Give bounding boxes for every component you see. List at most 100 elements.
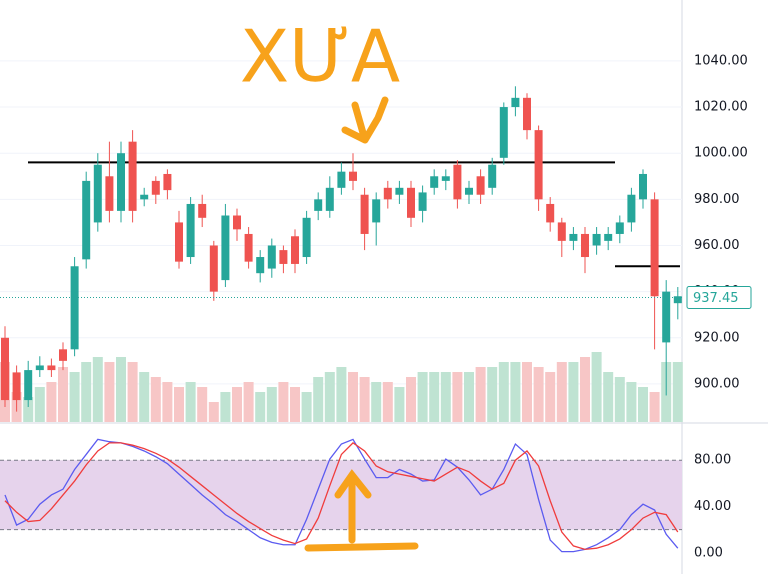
candle-body xyxy=(82,180,91,260)
volume-bar xyxy=(556,362,567,422)
volume-bar xyxy=(116,357,126,422)
volume-bar xyxy=(185,382,196,422)
volume-bar xyxy=(533,367,544,422)
volume-bar xyxy=(440,372,451,422)
volume-bar xyxy=(452,372,463,422)
volume-bar xyxy=(174,387,184,422)
volume-bar xyxy=(394,387,405,422)
candle-body xyxy=(47,365,56,371)
volume-bar xyxy=(58,367,68,422)
volume-bar xyxy=(626,382,637,422)
candle-body xyxy=(523,97,531,131)
volume-bar xyxy=(406,377,416,422)
candle-body xyxy=(581,233,589,258)
candle-body xyxy=(511,97,520,108)
volume-bar xyxy=(510,362,521,422)
candle-body xyxy=(93,164,102,223)
volume-bar xyxy=(46,382,57,422)
volume-bar xyxy=(638,387,648,422)
y-tick-label: 900.00 xyxy=(694,376,740,391)
candle-body xyxy=(59,349,67,361)
candle-body xyxy=(12,372,21,401)
candle-body xyxy=(499,107,508,158)
candle-body xyxy=(209,245,218,292)
candle-body xyxy=(441,176,450,181)
candle-body xyxy=(476,176,485,195)
volume-bar xyxy=(69,372,80,422)
volume-bar xyxy=(232,387,242,422)
oscillator-line xyxy=(4,442,679,551)
candle-body xyxy=(546,203,555,223)
volume-bar xyxy=(649,392,660,422)
volume-bar xyxy=(591,352,602,422)
candle-body xyxy=(198,203,207,218)
volume-bar xyxy=(382,382,393,422)
candle-body xyxy=(569,233,578,241)
volume-bar xyxy=(127,362,138,422)
volume-bar xyxy=(417,372,428,422)
candle-body xyxy=(151,180,160,195)
volume-bar xyxy=(475,367,486,422)
candle-body xyxy=(24,370,33,401)
oscillator-pane: 0.00 40.00 80.00 xyxy=(0,438,731,560)
candle-body xyxy=(267,245,276,269)
volume-bar xyxy=(580,357,590,422)
volume-bar xyxy=(614,377,625,422)
down-arrow xyxy=(341,96,389,144)
volume-bar xyxy=(324,372,335,422)
candle-body xyxy=(279,250,288,264)
candle-body xyxy=(128,141,137,211)
volume-bar xyxy=(278,382,289,422)
candle-body xyxy=(175,222,183,262)
volume-bar xyxy=(429,372,440,422)
candle-body xyxy=(291,236,299,264)
candle-body xyxy=(360,194,369,234)
y-tick-label: 980.00 xyxy=(694,192,740,207)
y-tick-label: 1020.00 xyxy=(694,100,748,115)
volume-bar xyxy=(266,387,277,422)
candle-body xyxy=(604,233,613,241)
volume-bar xyxy=(348,372,358,422)
candle-body xyxy=(592,233,601,246)
y-tick-label: 40.00 xyxy=(694,499,731,514)
y-tick-label: 1000.00 xyxy=(694,146,748,161)
candle-body xyxy=(639,173,647,200)
volume-bar xyxy=(371,382,382,422)
volume-bar xyxy=(336,367,347,422)
candle-body xyxy=(395,187,404,195)
candle-body xyxy=(465,187,473,195)
volume-bar xyxy=(313,377,324,422)
price-pane: 900.00920.00940.00960.00980.001000.00102… xyxy=(0,53,752,422)
y-tick-label: 0.00 xyxy=(694,545,723,560)
volume-bar xyxy=(139,372,150,422)
y-tick-label: 1040.00 xyxy=(694,53,748,68)
volume-bar xyxy=(162,382,173,422)
last-price-label: 937.45 xyxy=(693,291,739,306)
candle-body xyxy=(418,192,427,211)
candle-body xyxy=(117,153,125,211)
volume-bar xyxy=(522,362,532,422)
candle-body xyxy=(1,337,9,401)
candle-body xyxy=(615,222,624,234)
volume-bar xyxy=(34,387,45,422)
volume-bar xyxy=(23,397,34,422)
candle-body xyxy=(627,194,636,223)
handwriting xyxy=(304,96,419,552)
volume-bar xyxy=(81,362,92,422)
candle-body xyxy=(221,215,230,281)
candle-body xyxy=(650,199,659,297)
candle-body xyxy=(186,203,195,258)
candle-body xyxy=(349,171,357,181)
volume-bar xyxy=(487,367,498,422)
candle-body xyxy=(256,257,265,274)
candle-body xyxy=(673,296,682,304)
volume-bar xyxy=(104,362,115,422)
candle-body xyxy=(430,176,439,188)
candle-body xyxy=(453,164,462,200)
volume-bar xyxy=(150,377,161,422)
volume-bar xyxy=(359,377,370,422)
candle-body xyxy=(372,199,381,223)
volume-bar xyxy=(243,382,254,422)
volume-bar xyxy=(220,392,231,422)
volume-bar xyxy=(603,372,614,422)
